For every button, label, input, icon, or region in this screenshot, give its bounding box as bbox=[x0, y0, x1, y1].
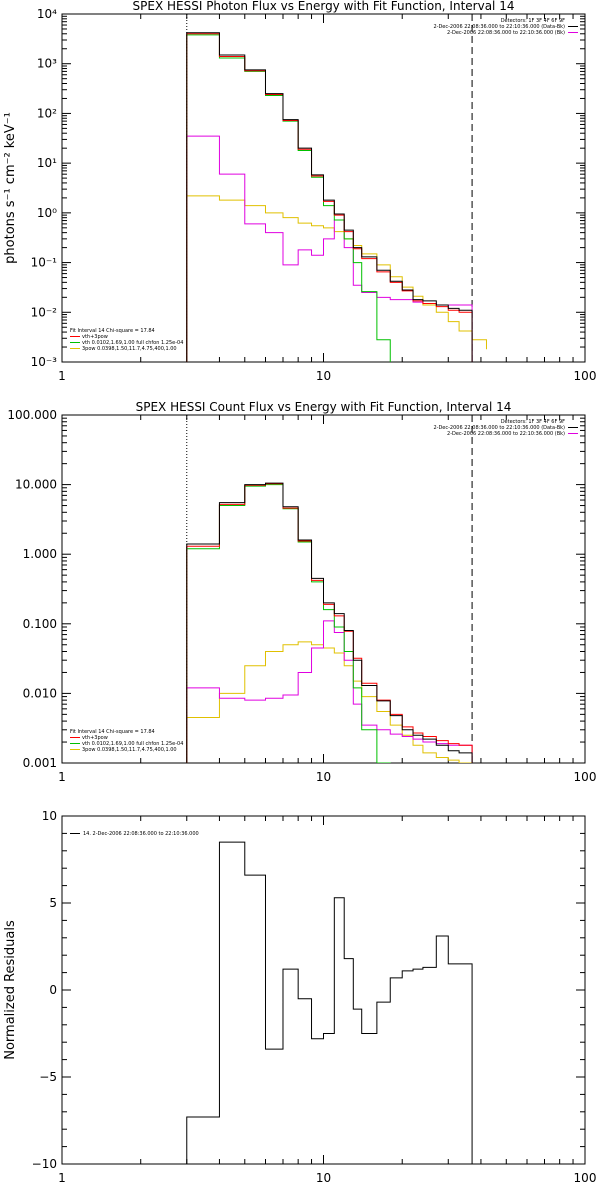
y-tick-label: 10³ bbox=[37, 57, 57, 71]
legend-topright-text: 2-Dec-2006 22:08:36.000 to 22:10:36.000 … bbox=[447, 431, 565, 437]
x-tick-label: 100 bbox=[574, 1171, 597, 1185]
legend-topright-text: 2-Dec-2006 22:08:36.000 to 22:10:36.000 … bbox=[447, 30, 565, 36]
y-tick-label: 0 bbox=[49, 983, 57, 997]
y-tick-label: −5 bbox=[39, 1070, 57, 1084]
legend-topright-text: 2-Dec-2006 22:08:36.000 to 22:10:36.000 … bbox=[433, 24, 565, 30]
series-line-2 bbox=[186, 33, 473, 362]
y-tick-label: 10⁻¹ bbox=[31, 256, 58, 270]
legend-topright-text: Detectors: 1F 3F 4F 6F 9F bbox=[501, 419, 565, 425]
series-line-1 bbox=[186, 482, 473, 763]
y-tick-label: 10⁻³ bbox=[31, 355, 58, 369]
legend-fit-text: 3pow 0.0398,1.50,11.7,4.75,400,1.00 bbox=[82, 346, 177, 352]
chart-title: SPEX HESSI Count Flux vs Energy with Fit… bbox=[136, 400, 512, 414]
y-axis-label: photons s⁻¹ cm⁻² keV⁻¹ bbox=[3, 112, 18, 264]
legend-fit-text: vth 0.0102,1.69,1.00 full chfon 1.25e-04 bbox=[82, 741, 183, 747]
legend-fit-text: 3pow 0.0398,1.50,11.7,4.75,400,1.00 bbox=[82, 747, 177, 753]
series-line-5 bbox=[186, 641, 473, 763]
y-tick-label: 0.001 bbox=[23, 756, 57, 770]
y-tick-label: 10¹ bbox=[37, 156, 57, 170]
legend-fit-text: Fit Interval 14 Chi-square = 17.84 bbox=[70, 328, 155, 334]
y-axis-label: Normalized Residuals bbox=[3, 920, 18, 1060]
x-tick-label: 1 bbox=[58, 1171, 66, 1185]
chart-panel-1: SPEX HESSI Photon Flux vs Energy with Fi… bbox=[3, 0, 597, 383]
chart-panel-2: SPEX HESSI Count Flux vs Energy with Fit… bbox=[7, 400, 597, 784]
legend-fit-text: vth+3pow bbox=[82, 334, 108, 340]
y-tick-label: 0.010 bbox=[23, 686, 57, 700]
legend-fit-text: vth 0.0102,1.69,1.00 full chfon 1.25e-04 bbox=[82, 340, 183, 346]
series-line-5 bbox=[186, 195, 487, 362]
y-tick-label: 1.000 bbox=[23, 547, 57, 561]
x-tick-label: 1 bbox=[58, 369, 66, 383]
chart-title: SPEX HESSI Photon Flux vs Energy with Fi… bbox=[133, 0, 515, 13]
series-line-3 bbox=[186, 34, 391, 362]
x-tick-label: 100 bbox=[574, 770, 597, 784]
y-tick-label: 10 bbox=[42, 809, 57, 823]
y-tick-label: 10² bbox=[37, 106, 57, 120]
legend-topright-text: Detectors: 1F 3F 4F 6F 9F bbox=[501, 18, 565, 24]
y-tick-label: 100.000 bbox=[7, 408, 57, 422]
x-tick-label: 100 bbox=[574, 369, 597, 383]
plot-frame bbox=[61, 815, 586, 1165]
y-tick-label: 10⁴ bbox=[37, 7, 57, 21]
y-tick-label: 10⁻² bbox=[31, 305, 58, 319]
y-tick-label: 0.100 bbox=[23, 617, 57, 631]
series-line-4 bbox=[186, 135, 473, 362]
legend-fit-text: vth+3pow bbox=[82, 735, 108, 741]
y-tick-label: 10⁰ bbox=[37, 206, 57, 220]
legend-fit-text: Fit Interval 14 Chi-square = 17.84 bbox=[70, 729, 155, 735]
series-line-1 bbox=[186, 841, 473, 1164]
legend-interval-text: 14. 2-Dec-2006 22:08:36.000 to 22:10:36.… bbox=[83, 831, 199, 837]
chart-panel-3: 1 10 100 −10 −5 0 5 10 Normalized Residuals 14. 2… bbox=[3, 809, 596, 1185]
x-tick-label: 10 bbox=[316, 1171, 331, 1185]
y-tick-label: −10 bbox=[32, 1157, 57, 1171]
legend-topright-text: 2-Dec-2006 22:08:36.000 to 22:10:36.000 … bbox=[433, 425, 565, 431]
y-tick-label: 10.000 bbox=[15, 478, 57, 492]
series-line-1 bbox=[186, 32, 473, 362]
x-tick-label: 10 bbox=[316, 770, 331, 784]
y-tick-label: 5 bbox=[49, 896, 57, 910]
x-tick-label: 1 bbox=[58, 770, 66, 784]
x-tick-label: 10 bbox=[316, 369, 331, 383]
